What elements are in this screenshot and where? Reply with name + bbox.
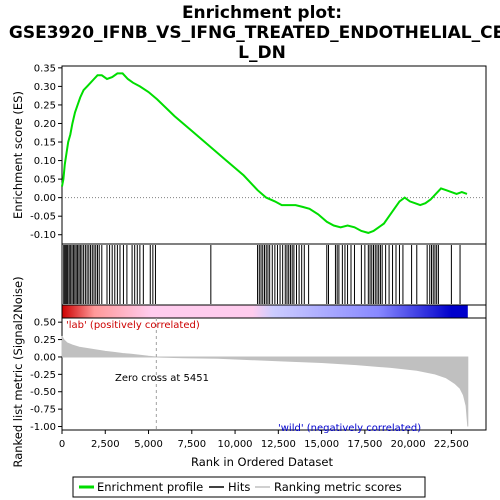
- es-y-tick-label: 0.35: [34, 63, 56, 74]
- es-y-tick-label: 0.05: [34, 175, 56, 186]
- chart-title-line-2: GSE3920_IFNB_VS_IFNG_TREATED_ENDOTHELIAL…: [9, 23, 500, 43]
- es-y-tick-label: -0.10: [30, 230, 56, 241]
- chart-title-line-1: Enrichment plot:: [182, 3, 342, 23]
- x-tick-label: 17,500: [347, 439, 382, 450]
- metric-panel: Zero cross at 5451 'lab' (positively cor…: [30, 318, 486, 434]
- metric-y-tick-label: -0.50: [30, 387, 56, 398]
- x-tick-label: 15,000: [304, 439, 339, 450]
- x-tick-label: 5,000: [134, 439, 163, 450]
- es-panel-frame: [62, 66, 486, 244]
- es-y-tick-label: 0.00: [34, 193, 56, 204]
- metric-y-tick-label: 0.00: [34, 352, 56, 363]
- x-tick-label: 12,500: [261, 439, 296, 450]
- legend-hits-label: Hits: [228, 480, 250, 494]
- metric-y-tick-label: 0.25: [34, 335, 56, 346]
- chart-title-line-3: L_DN: [238, 43, 286, 63]
- es-y-tick-label: 0.10: [34, 156, 56, 167]
- x-axis-label: Rank in Ordered Dataset: [191, 455, 334, 469]
- x-tick-label: 7,500: [177, 439, 206, 450]
- legend-enrichment-profile-label: Enrichment profile: [97, 480, 203, 494]
- legend-ranking-metric-label: Ranking metric scores: [274, 480, 402, 494]
- es-y-tick-label: 0.25: [34, 100, 56, 111]
- es-y-axis-label: Enrichment score (ES): [11, 91, 25, 219]
- metric-y-tick-label: 0.50: [34, 318, 56, 329]
- metric-y-tick-label: -1.00: [30, 422, 56, 433]
- heatmap-bar: [62, 305, 468, 318]
- es-y-tick-label: 0.15: [34, 138, 56, 149]
- positive-correlation-label: 'lab' (positively correlated): [66, 320, 200, 331]
- x-tick-label: 0: [59, 439, 65, 450]
- hits-panel-frame: [62, 244, 486, 305]
- x-tick-label: 20,000: [391, 439, 426, 450]
- es-y-tick-label: -0.05: [30, 212, 56, 223]
- hits-panel: [62, 244, 486, 305]
- x-tick-label: 22,500: [434, 439, 469, 450]
- x-tick-label: 2,500: [91, 439, 120, 450]
- metric-y-tick-label: -0.25: [30, 370, 56, 381]
- x-tick-label: 10,000: [218, 439, 253, 450]
- es-panel: -0.10 -0.05 0.00 0.05 0.10 0.15 0.20 0.25 0.30 0.…: [30, 63, 486, 244]
- es-y-tick-label: 0.30: [34, 82, 56, 93]
- metric-y-tick-label: -0.75: [30, 405, 56, 416]
- es-y-tick-label: 0.20: [34, 119, 56, 130]
- metric-y-axis-label: Ranked list metric (Signal2Noise): [11, 276, 25, 467]
- ranked-list-heatmap: [62, 305, 486, 318]
- negative-correlation-label: 'wild' (negatively correlated): [278, 423, 421, 434]
- legend: Enrichment profile Hits Ranking metric s…: [73, 477, 425, 497]
- zero-cross-label: Zero cross at 5451: [115, 373, 209, 384]
